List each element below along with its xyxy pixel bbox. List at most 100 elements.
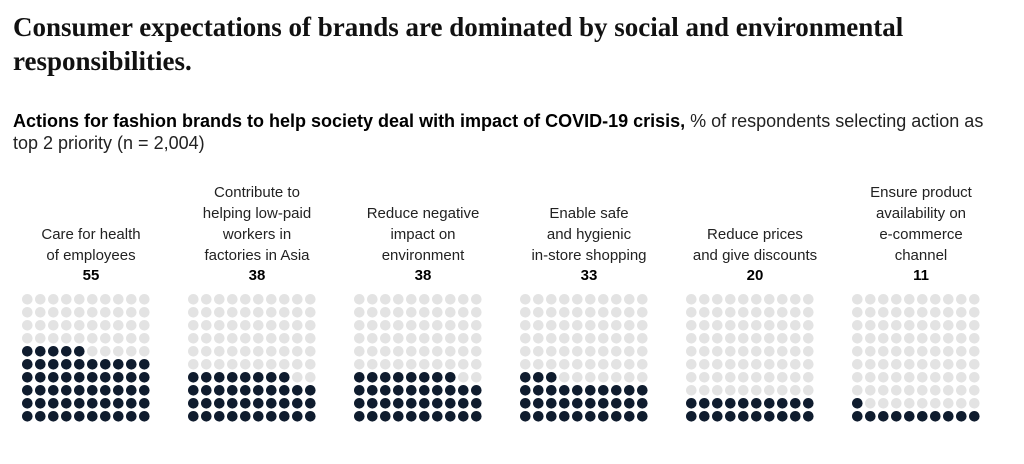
dot-filled: [520, 398, 531, 409]
dot-empty: [87, 294, 98, 305]
dot-empty: [292, 359, 303, 370]
dot-filled: [546, 385, 557, 396]
dot-empty: [611, 294, 622, 305]
dot-empty: [393, 346, 404, 357]
dot-empty: [790, 359, 801, 370]
dot-filled: [35, 359, 46, 370]
dot-filled: [419, 372, 430, 383]
dot-filled: [393, 398, 404, 409]
waffle-panel: Reduce negative impact on environment 38: [338, 180, 508, 464]
dot-empty: [471, 346, 482, 357]
dot-empty: [725, 333, 736, 344]
dot-empty: [790, 333, 801, 344]
dot-filled: [292, 411, 303, 422]
dot-empty: [380, 333, 391, 344]
dot-filled: [790, 411, 801, 422]
dot-empty: [904, 385, 915, 396]
dot-empty: [188, 346, 199, 357]
dot-empty: [74, 307, 85, 318]
dot-empty: [878, 398, 889, 409]
dot-empty: [585, 333, 596, 344]
dot-filled: [598, 385, 609, 396]
dot-filled: [624, 411, 635, 422]
dot-filled: [546, 411, 557, 422]
dot-empty: [559, 307, 570, 318]
dot-filled: [611, 385, 622, 396]
dot-filled: [35, 385, 46, 396]
dot-empty: [100, 320, 111, 331]
dot-filled: [585, 385, 596, 396]
dot-empty: [738, 346, 749, 357]
dot-empty: [878, 307, 889, 318]
dot-empty: [458, 333, 469, 344]
dot-filled: [266, 411, 277, 422]
dot-empty: [878, 320, 889, 331]
dot-empty: [764, 333, 775, 344]
dot-filled: [100, 411, 111, 422]
dot-filled: [367, 411, 378, 422]
dot-filled: [188, 411, 199, 422]
dot-filled: [803, 398, 814, 409]
dot-empty: [22, 320, 33, 331]
dot-empty: [751, 346, 762, 357]
dot-empty: [533, 359, 544, 370]
dot-filled: [240, 385, 251, 396]
dot-empty: [803, 294, 814, 305]
dot-filled: [751, 398, 762, 409]
dot-empty: [764, 372, 775, 383]
dot-filled: [419, 385, 430, 396]
dot-empty: [445, 346, 456, 357]
dot-empty: [367, 359, 378, 370]
dot-empty: [751, 333, 762, 344]
dot-empty: [126, 333, 137, 344]
dot-filled: [139, 385, 150, 396]
dot-filled: [598, 398, 609, 409]
dot-filled: [279, 398, 290, 409]
dot-empty: [61, 333, 72, 344]
dot-empty: [458, 294, 469, 305]
dot-empty: [559, 320, 570, 331]
dot-empty: [445, 307, 456, 318]
dot-empty: [598, 294, 609, 305]
dot-empty: [686, 307, 697, 318]
dot-filled: [305, 385, 316, 396]
dot-empty: [637, 333, 648, 344]
dot-filled: [22, 359, 33, 370]
dot-filled: [458, 398, 469, 409]
dot-empty: [956, 333, 967, 344]
dot-empty: [227, 359, 238, 370]
dot-filled: [432, 385, 443, 396]
dot-empty: [292, 372, 303, 383]
dot-filled: [61, 385, 72, 396]
dot-filled: [419, 411, 430, 422]
dot-empty: [139, 333, 150, 344]
dot-filled: [699, 398, 710, 409]
dot-empty: [546, 320, 557, 331]
dot-empty: [22, 307, 33, 318]
dot-filled: [471, 385, 482, 396]
dot-empty: [559, 294, 570, 305]
dot-filled: [367, 372, 378, 383]
dot-filled: [393, 411, 404, 422]
dot-filled: [188, 372, 199, 383]
dot-empty: [305, 320, 316, 331]
dot-empty: [803, 320, 814, 331]
dot-empty: [878, 294, 889, 305]
dot-filled: [74, 359, 85, 370]
dot-filled: [432, 398, 443, 409]
dot-empty: [699, 385, 710, 396]
dot-filled: [686, 398, 697, 409]
dot-filled: [113, 398, 124, 409]
dot-empty: [751, 372, 762, 383]
dot-empty: [354, 359, 365, 370]
category-label: Reduce prices and give discounts: [692, 226, 818, 264]
dot-empty: [279, 346, 290, 357]
dot-filled: [354, 398, 365, 409]
dot-empty: [201, 359, 212, 370]
waffle-panel: Care for health of employees 55: [6, 180, 176, 464]
dot-empty: [139, 307, 150, 318]
dot-filled: [227, 411, 238, 422]
dot-empty: [188, 294, 199, 305]
chart-title: Consumer expectations of brands are domi…: [13, 12, 904, 76]
dot-empty: [712, 320, 723, 331]
